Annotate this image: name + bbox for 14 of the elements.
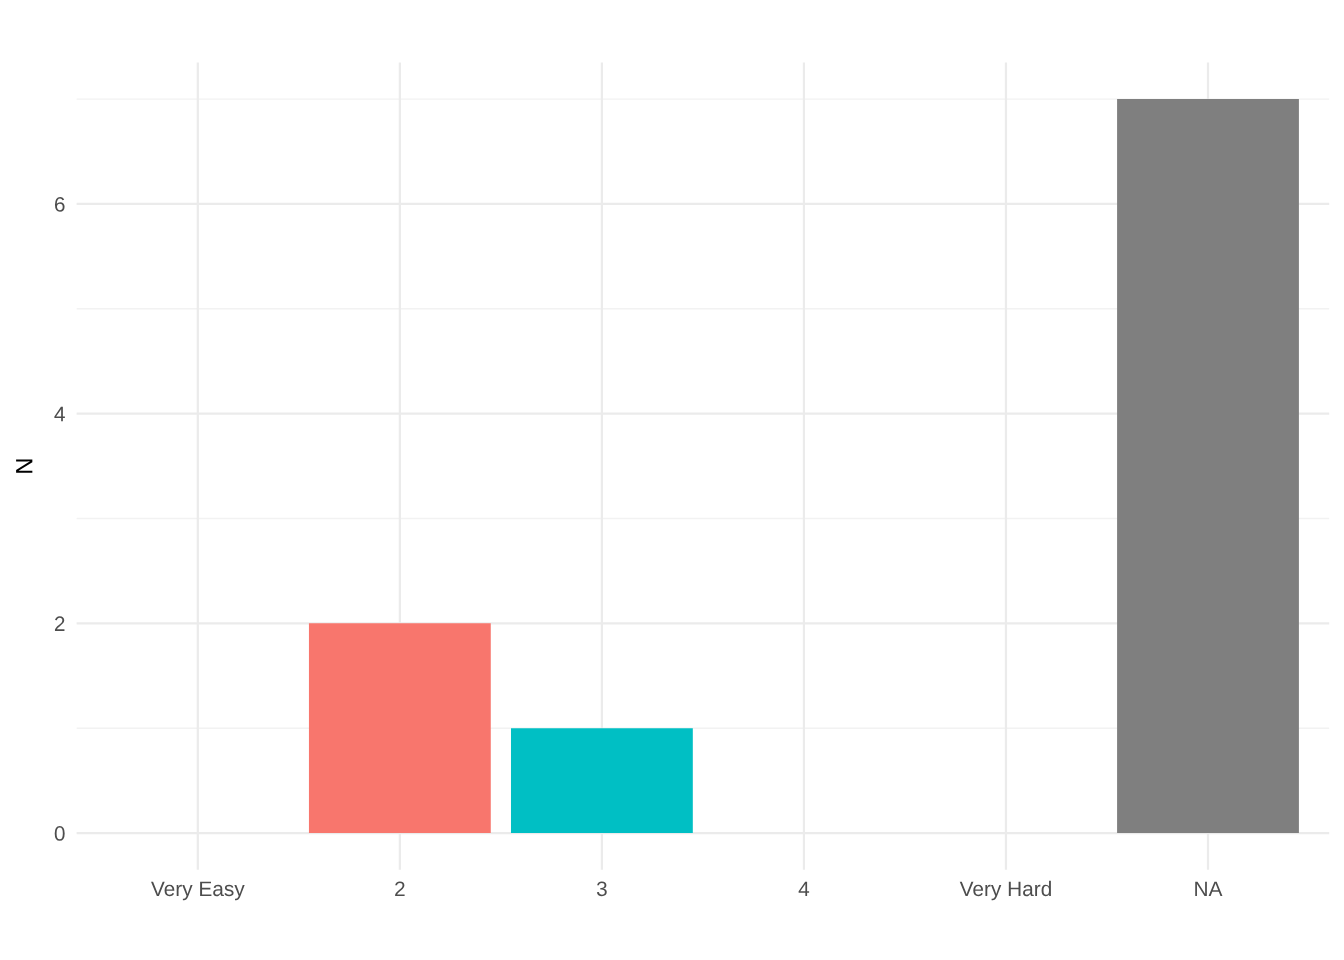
x-tick-label: Very Hard xyxy=(959,880,1051,901)
y-tick-label: 6 xyxy=(54,196,65,212)
bar xyxy=(510,728,693,834)
bar xyxy=(1117,99,1299,834)
y-tick-label: 0 xyxy=(54,826,65,841)
x-tick-label: 4 xyxy=(798,881,810,896)
y-tick-label: 4 xyxy=(54,406,65,422)
y-axis-title: N xyxy=(16,459,33,473)
x-tick-label: NA xyxy=(1195,881,1223,896)
x-tick-label: 3 xyxy=(596,881,607,897)
y-tick-label: 2 xyxy=(54,616,65,631)
bar xyxy=(308,623,491,834)
x-tick-label: 2 xyxy=(395,881,405,896)
x-tick-label: Very Easy xyxy=(151,881,245,901)
